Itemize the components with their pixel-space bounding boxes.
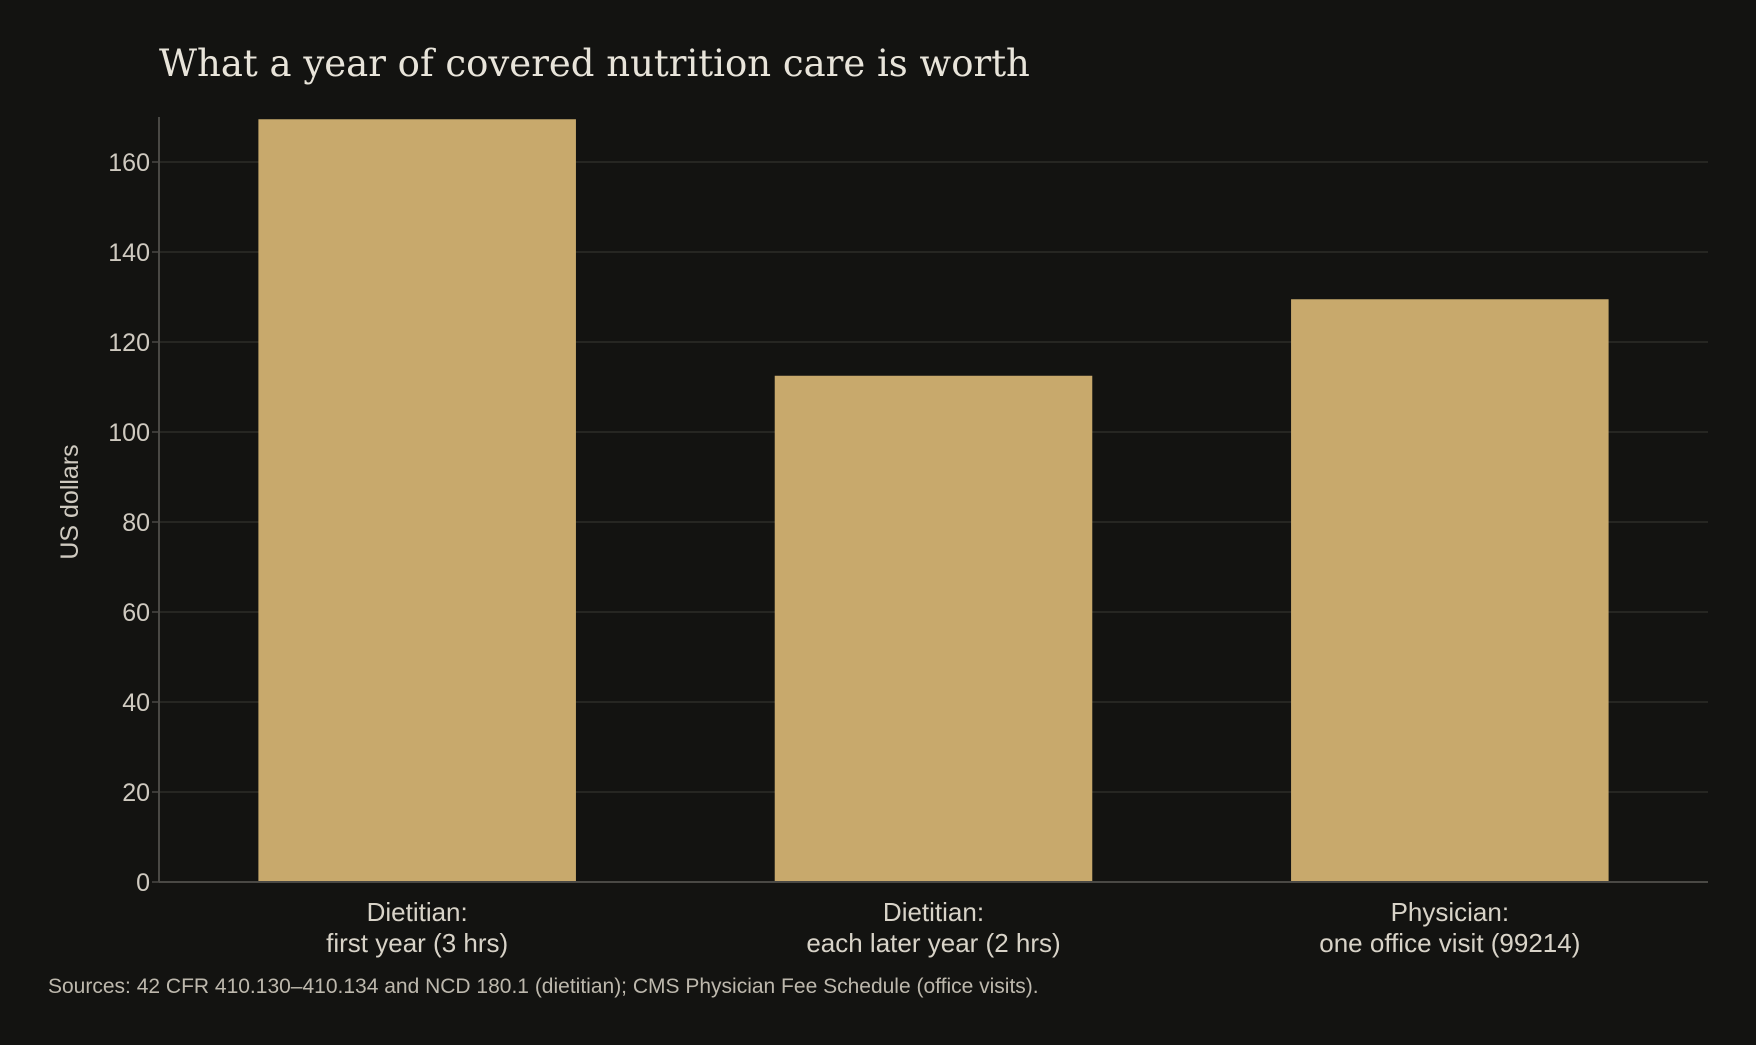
- y-ticks: 0 20 40 60 80 100 120 140 160: [108, 149, 159, 897]
- bar: [774, 375, 1093, 882]
- bar: [258, 119, 576, 882]
- y-tick-label: 20: [122, 779, 150, 807]
- y-tick-label: 100: [108, 419, 150, 447]
- y-tick-label: 40: [122, 689, 150, 717]
- x-tick-label: Dietitian: first year (3 hrs): [326, 897, 508, 958]
- y-axis-label: US dollars: [56, 444, 84, 559]
- y-tick-label: 80: [122, 509, 150, 537]
- chart-title: What a year of covered nutrition care is…: [159, 42, 1030, 85]
- axes: [158, 117, 1708, 883]
- x-tick-label: Physician: one office visit (99214): [1319, 897, 1580, 958]
- x-tick-labels: Dietitian: first year (3 hrs) Dietitian: ea…: [326, 897, 1580, 958]
- bars: [258, 119, 1609, 882]
- source-note: Sources: 42 CFR 410.130–410.134 and NCD …: [48, 975, 1039, 998]
- y-tick-label: 140: [108, 239, 150, 267]
- y-tick-label: 160: [108, 149, 150, 177]
- y-tick-label: 0: [136, 869, 150, 897]
- y-tick-label: 120: [108, 329, 150, 357]
- bar: [1291, 299, 1609, 882]
- y-tick-label: 60: [122, 599, 150, 627]
- x-tick-label: Dietitian: each later year (2 hrs): [806, 897, 1060, 958]
